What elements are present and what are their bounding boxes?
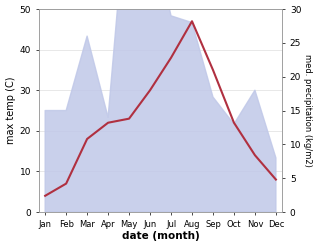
- Y-axis label: max temp (C): max temp (C): [5, 77, 16, 144]
- X-axis label: date (month): date (month): [122, 231, 199, 242]
- Y-axis label: med. precipitation (kg/m2): med. precipitation (kg/m2): [303, 54, 313, 167]
